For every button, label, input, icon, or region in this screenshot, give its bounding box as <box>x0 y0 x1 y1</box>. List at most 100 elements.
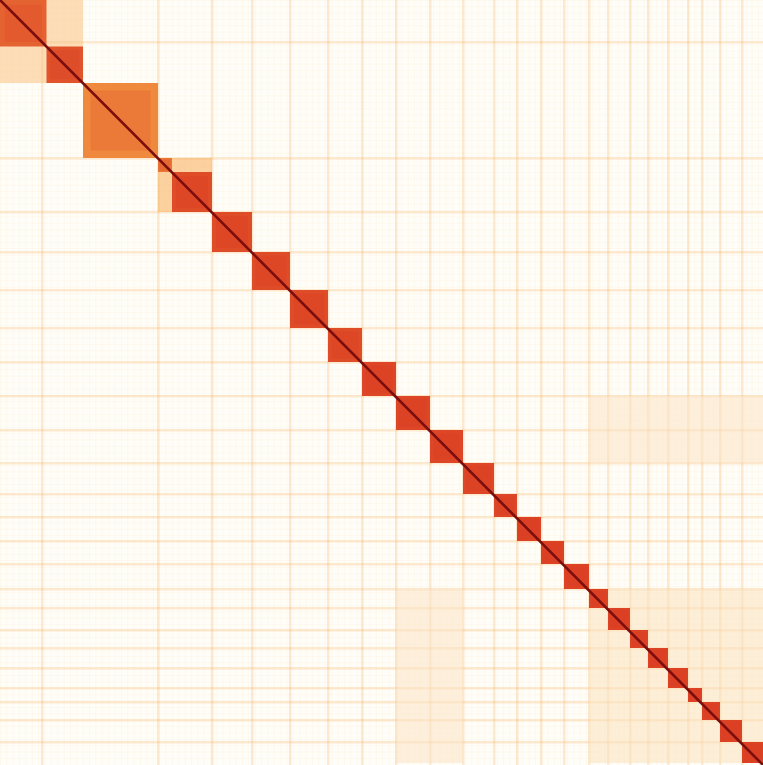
texture-line-h <box>0 624 763 626</box>
texture-line-h <box>0 700 763 702</box>
stripe-horizontal <box>0 41 763 44</box>
stripe-vertical <box>157 0 160 765</box>
texture-line-h <box>0 630 763 632</box>
stripe-vertical <box>251 0 254 765</box>
diagonal-block-core <box>703 703 719 719</box>
stripe-horizontal <box>0 462 763 465</box>
texture-line-v <box>70 0 71 765</box>
texture-line-v <box>159 0 161 765</box>
texture-line-h <box>0 751 763 753</box>
stripe-horizontal <box>0 629 763 632</box>
texture-line-v <box>662 0 664 765</box>
texture-line-h <box>0 178 763 180</box>
texture-line-h <box>0 496 763 498</box>
texture-line-v <box>273 0 275 765</box>
texture-line-h <box>0 452 763 454</box>
texture-line-h <box>0 286 763 288</box>
texture-line-v <box>210 0 212 765</box>
texture-line-v <box>318 0 320 765</box>
texture-line-v <box>197 0 199 765</box>
texture-line-v <box>528 0 530 765</box>
texture-line-v <box>445 0 447 765</box>
texture-line-v <box>541 0 543 765</box>
texture-line-v <box>261 0 262 765</box>
texture-line-h <box>0 216 763 218</box>
texture-line-h <box>0 573 763 575</box>
texture-line-h <box>0 745 763 747</box>
diagonal-block <box>720 720 742 742</box>
texture-line-v <box>38 0 40 765</box>
texture-line-v <box>758 0 759 765</box>
texture-line-v <box>458 0 460 765</box>
stripe-vertical <box>211 0 214 765</box>
texture-line-v <box>407 0 409 765</box>
off-diagonal-region <box>46 0 83 47</box>
stripe-vertical <box>667 0 670 765</box>
texture-line-v <box>235 0 237 765</box>
texture-line-h <box>0 611 763 613</box>
stripe-horizontal <box>0 607 763 610</box>
texture-line-v <box>242 0 243 765</box>
texture-line-h <box>0 433 763 434</box>
texture-line-h <box>0 439 763 441</box>
texture-line-h <box>0 707 763 708</box>
stripe-vertical <box>607 0 610 765</box>
texture-line-v <box>547 0 549 765</box>
texture-line-v <box>605 0 606 765</box>
texture-line-v <box>82 0 84 765</box>
texture-line-h <box>0 229 763 231</box>
texture-line-v <box>312 0 313 765</box>
stripe-horizontal <box>0 395 763 398</box>
texture-line-v <box>286 0 288 765</box>
texture-line-v <box>0 0 1 765</box>
texture-line-h <box>0 509 763 511</box>
texture-line-h <box>0 235 763 237</box>
texture-line-v <box>509 0 511 765</box>
texture-line-v <box>515 0 517 765</box>
off-diagonal-region <box>172 158 212 172</box>
texture-line-h <box>0 165 763 167</box>
texture-line-h <box>0 210 763 212</box>
texture-line-v <box>6 0 8 765</box>
texture-line-v <box>700 0 702 765</box>
texture-line-h <box>0 592 763 594</box>
texture-line-v <box>25 0 27 765</box>
texture-line-h <box>0 732 763 734</box>
texture-line-h <box>0 719 763 721</box>
stripe-horizontal <box>0 719 763 722</box>
texture-line-v <box>216 0 218 765</box>
diagonal-block <box>702 702 720 720</box>
texture-line-h <box>0 515 763 517</box>
texture-line-h <box>0 121 763 122</box>
off-diagonal-region <box>158 172 172 212</box>
texture-line-v <box>203 0 205 765</box>
texture-line-v <box>694 0 696 765</box>
texture-line-v <box>101 0 103 765</box>
texture-line-h <box>0 503 763 505</box>
stripe-horizontal <box>0 741 763 744</box>
texture-line-v <box>426 0 428 765</box>
texture-line-h <box>0 70 763 71</box>
texture-line-v <box>293 0 294 765</box>
stripe-vertical <box>588 0 591 765</box>
texture-line-v <box>76 0 78 765</box>
texture-line-h <box>0 420 763 422</box>
stripe-horizontal <box>0 516 763 519</box>
texture-line-v <box>401 0 403 765</box>
texture-line-h <box>0 19 763 20</box>
stripe-vertical <box>289 0 292 765</box>
texture-line-v <box>343 0 345 765</box>
texture-line-h <box>0 586 763 587</box>
texture-line-v <box>324 0 326 765</box>
texture-line-h <box>0 649 763 651</box>
texture-line-v <box>745 0 747 765</box>
texture-line-v <box>713 0 715 765</box>
texture-line-v <box>490 0 492 765</box>
off-diagonal-region <box>0 46 47 83</box>
texture-line-h <box>0 280 763 282</box>
texture-line-h <box>0 547 763 549</box>
texture-line-v <box>707 0 708 765</box>
stripe-vertical <box>563 0 566 765</box>
